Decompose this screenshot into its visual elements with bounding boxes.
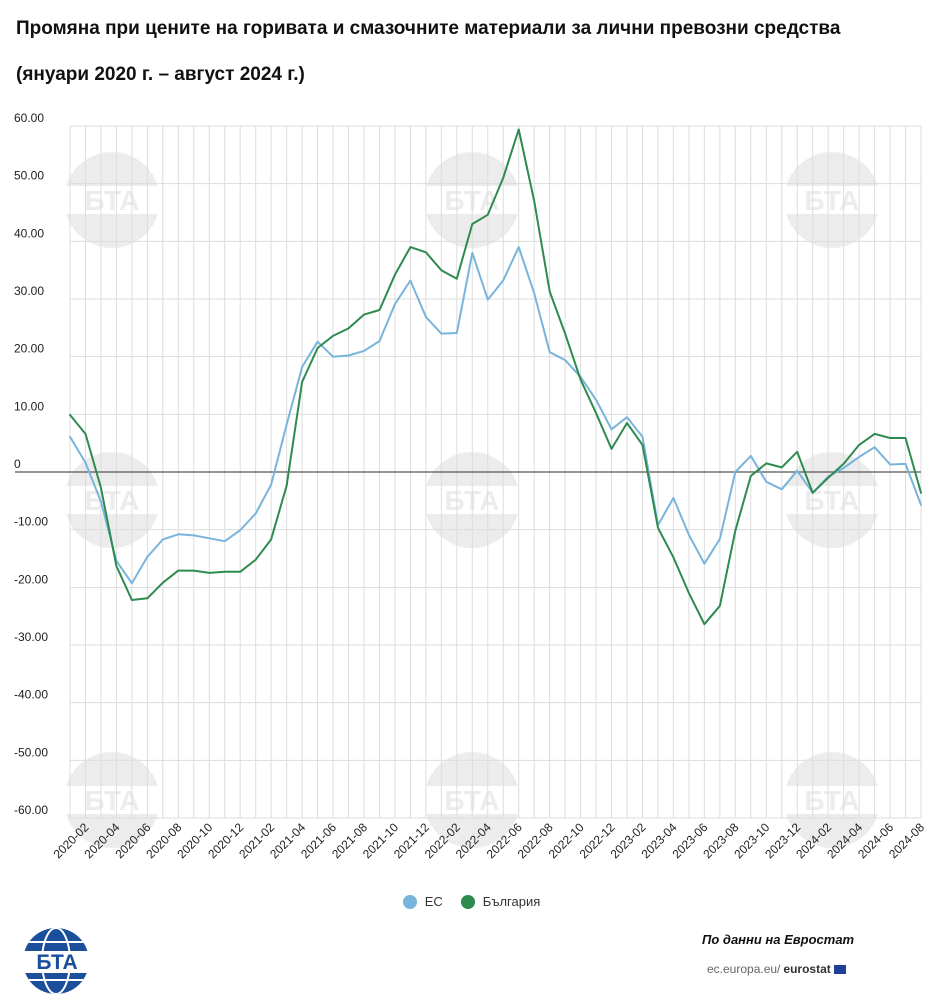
watermark-circle (784, 152, 880, 248)
watermark-band (54, 186, 170, 214)
watermark-band (54, 486, 170, 514)
series-line-eu (69, 246, 922, 585)
watermark-text: БТА (805, 485, 860, 516)
watermark-circle (784, 752, 880, 848)
y-tick-label: -10.00 (14, 515, 48, 529)
y-tick-label: 10.00 (14, 399, 44, 413)
watermark-logo: БТА (774, 152, 890, 248)
watermark-text: БТА (805, 185, 860, 216)
watermark-band (54, 786, 170, 814)
y-tick-label: -50.00 (14, 745, 48, 759)
y-tick-label: 30.00 (14, 284, 44, 298)
watermark-text: БТА (85, 185, 140, 216)
y-tick-label: -30.00 (14, 630, 48, 644)
series-line-bulgaria (69, 128, 922, 626)
watermark-text: БТА (805, 785, 860, 816)
chart-title: Промяна при цените на горивата и смазочн… (16, 18, 841, 39)
eu-flag-icon (833, 964, 846, 974)
y-tick-label: -40.00 (14, 688, 48, 702)
y-tick-label: 60.00 (14, 111, 44, 125)
legend-dot-eu (402, 894, 417, 909)
watermark-text: БТА (85, 485, 140, 516)
bta-logo: БТА (16, 928, 98, 994)
legend-dot-bulgaria (460, 894, 475, 909)
watermark-text: БТА (85, 785, 140, 816)
source-note: По данни на Евростат (702, 932, 855, 947)
source-site-prefix: ec.europa.eu/ (707, 962, 781, 976)
watermark-logo: БТА (774, 752, 890, 848)
legend: ЕС България (0, 894, 943, 909)
grid (69, 125, 922, 819)
chart-subtitle: (януари 2020 г. – август 2024 г.) (16, 64, 305, 85)
bta-logo-text: БТА (36, 951, 77, 974)
series-lines (69, 128, 922, 626)
watermark-band (774, 786, 890, 814)
y-tick-label: 40.00 (14, 226, 44, 240)
y-tick-label: -20.00 (14, 572, 48, 586)
watermark-circle (64, 152, 160, 248)
watermark-circle (64, 752, 160, 848)
watermark-logo: БТА (54, 752, 170, 848)
y-tick-label: 50.00 (14, 169, 44, 183)
watermark-logo: БТА (54, 452, 170, 548)
legend-label-eu: ЕС (424, 894, 443, 909)
source-site-bold: eurostat (783, 962, 831, 976)
watermark-logo: БТА (54, 152, 170, 248)
x-tick-label: 2024-08 (886, 820, 927, 861)
y-tick-label: -60.00 (14, 803, 48, 817)
source-site[interactable]: ec.europa.eu/eurostat (707, 962, 846, 976)
legend-item-bulgaria[interactable]: България (460, 894, 541, 909)
watermark-logo: БТА (774, 452, 890, 548)
y-tick-label: 0 (14, 457, 21, 471)
legend-item-eu[interactable]: ЕС (402, 894, 443, 909)
watermark-band (774, 186, 890, 214)
y-tick-label: 20.00 (14, 342, 44, 356)
legend-label-bulgaria: България (482, 894, 541, 909)
watermark-circle (784, 452, 880, 548)
y-axis: -60.00 -50.00 -40.00 -30.00 -20.00 -10.00 0 10.… (14, 111, 921, 817)
watermark-band (774, 486, 890, 514)
watermark-circle (64, 452, 160, 548)
